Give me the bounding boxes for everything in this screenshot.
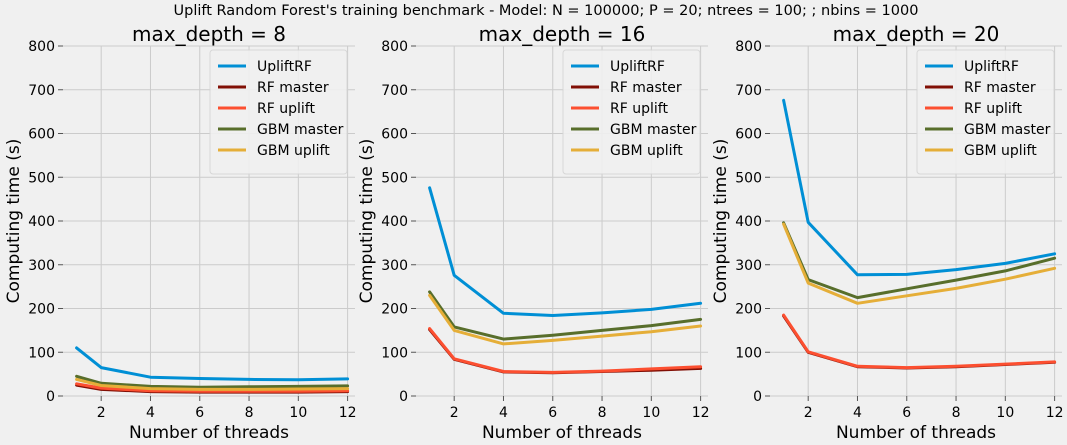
x-tick-label: 6 xyxy=(902,405,911,421)
series-line-gbm-uplift xyxy=(428,293,703,346)
series-line-upliftrf xyxy=(75,346,350,382)
x-tick-label: 6 xyxy=(548,405,557,421)
x-tick-label: 4 xyxy=(853,405,862,421)
legend-frame xyxy=(209,49,348,175)
series-line-gbm-master xyxy=(75,374,350,389)
y-tick-label: 300 xyxy=(735,258,762,274)
panel-title: max_depth = 8 xyxy=(132,22,286,46)
legend: UpliftRF RF master RF uplift GBM master GBM … xyxy=(209,49,348,175)
figure-suptitle: Uplift Random Forest's training benchmar… xyxy=(174,3,919,19)
y-tick-label: 500 xyxy=(381,170,408,186)
chart-panel-2: 0 100 200 300 400 500 600 700 800 2 4 6 8 10 12 max_dep… xyxy=(357,22,710,443)
x-tick-label: 6 xyxy=(195,405,204,421)
series-line-gbm-master xyxy=(428,290,703,341)
x-tick-label: 10 xyxy=(642,405,660,421)
y-tick-label: 400 xyxy=(28,214,55,230)
y-tick-label: 600 xyxy=(735,127,762,143)
y-tick-label: 400 xyxy=(735,214,762,230)
series-line-rf-uplift xyxy=(428,327,703,374)
legend-label: GBM uplift xyxy=(257,143,330,159)
legend-label: GBM master xyxy=(257,122,344,138)
x-axis-label: Number of threads xyxy=(836,423,996,443)
chart-panel-1: 0 100 200 300 400 500 600 700 800 2 4 6 8 10 12 max_dep… xyxy=(4,22,357,443)
x-tick-label: 8 xyxy=(952,405,961,421)
legend-label: UpliftRF xyxy=(610,59,665,75)
x-tick-label: 10 xyxy=(289,405,307,421)
legend-label: RF master xyxy=(964,80,1036,96)
chart-panel-3: 0 100 200 300 400 500 600 700 800 2 4 6 8 10 12 max_dep… xyxy=(711,22,1064,443)
y-tick-label: 0 xyxy=(753,389,762,405)
legend-label: GBM master xyxy=(964,122,1051,138)
y-axis-label: Computing time (s) xyxy=(711,139,731,304)
y-tick-label: 200 xyxy=(735,302,762,318)
y-tick-label: 700 xyxy=(735,83,762,99)
legend-label: GBM master xyxy=(610,122,697,138)
y-tick-label: 800 xyxy=(381,39,408,55)
x-tick-label: 8 xyxy=(245,405,254,421)
legend-label: RF uplift xyxy=(610,101,668,117)
x-axis-label: Number of threads xyxy=(482,423,642,443)
y-tick-label: 200 xyxy=(28,302,55,318)
y-tick-label: 400 xyxy=(381,214,408,230)
x-tick-label: 12 xyxy=(1046,405,1064,421)
series-line-upliftrf xyxy=(782,98,1057,277)
y-tick-label: 600 xyxy=(28,127,55,143)
x-tick-label: 4 xyxy=(499,405,508,421)
y-tick-label: 800 xyxy=(735,39,762,55)
legend-label: UpliftRF xyxy=(964,59,1019,75)
series-line-gbm-uplift xyxy=(782,222,1057,305)
y-tick-label: 100 xyxy=(735,345,762,361)
y-tick-label: 100 xyxy=(28,345,55,361)
x-tick-label: 10 xyxy=(996,405,1014,421)
legend-frame xyxy=(916,49,1055,175)
y-tick-label: 300 xyxy=(381,258,408,274)
y-tick-label: 0 xyxy=(399,389,408,405)
series-line-rf-uplift xyxy=(782,313,1057,370)
y-axis-label: Computing time (s) xyxy=(4,139,24,304)
x-axis-label: Number of threads xyxy=(129,423,289,443)
series-line-upliftrf xyxy=(428,186,703,317)
x-tick-label: 2 xyxy=(804,405,813,421)
y-tick-label: 700 xyxy=(28,83,55,99)
legend-frame xyxy=(562,49,701,175)
y-tick-label: 0 xyxy=(46,389,55,405)
y-tick-label: 600 xyxy=(381,127,408,143)
x-tick-label: 4 xyxy=(146,405,155,421)
legend: UpliftRF RF master RF uplift GBM master GBM … xyxy=(562,49,701,175)
series-line-rf-uplift xyxy=(75,382,350,393)
legend-label: RF master xyxy=(610,80,682,96)
legend-label: RF master xyxy=(257,80,329,96)
y-tick-label: 300 xyxy=(28,258,55,274)
y-tick-label: 500 xyxy=(735,170,762,186)
y-tick-label: 700 xyxy=(381,83,408,99)
x-tick-label: 8 xyxy=(598,405,607,421)
y-tick-label: 500 xyxy=(28,170,55,186)
y-tick-label: 100 xyxy=(381,345,408,361)
panel-title: max_depth = 20 xyxy=(833,22,1000,46)
x-tick-label: 12 xyxy=(339,405,357,421)
panel-title: max_depth = 16 xyxy=(479,22,646,46)
legend: UpliftRF RF master RF uplift GBM master GBM … xyxy=(916,49,1055,175)
y-axis-label: Computing time (s) xyxy=(357,139,377,304)
x-tick-label: 12 xyxy=(692,405,710,421)
x-tick-label: 2 xyxy=(97,405,106,421)
y-tick-label: 200 xyxy=(381,302,408,318)
legend-label: GBM uplift xyxy=(610,143,683,159)
legend-label: UpliftRF xyxy=(257,59,312,75)
y-tick-label: 800 xyxy=(28,39,55,55)
legend-label: GBM uplift xyxy=(964,143,1037,159)
x-tick-label: 2 xyxy=(450,405,459,421)
legend-label: RF uplift xyxy=(964,101,1022,117)
series-line-gbm-uplift xyxy=(75,377,350,391)
legend-label: RF uplift xyxy=(257,101,315,117)
